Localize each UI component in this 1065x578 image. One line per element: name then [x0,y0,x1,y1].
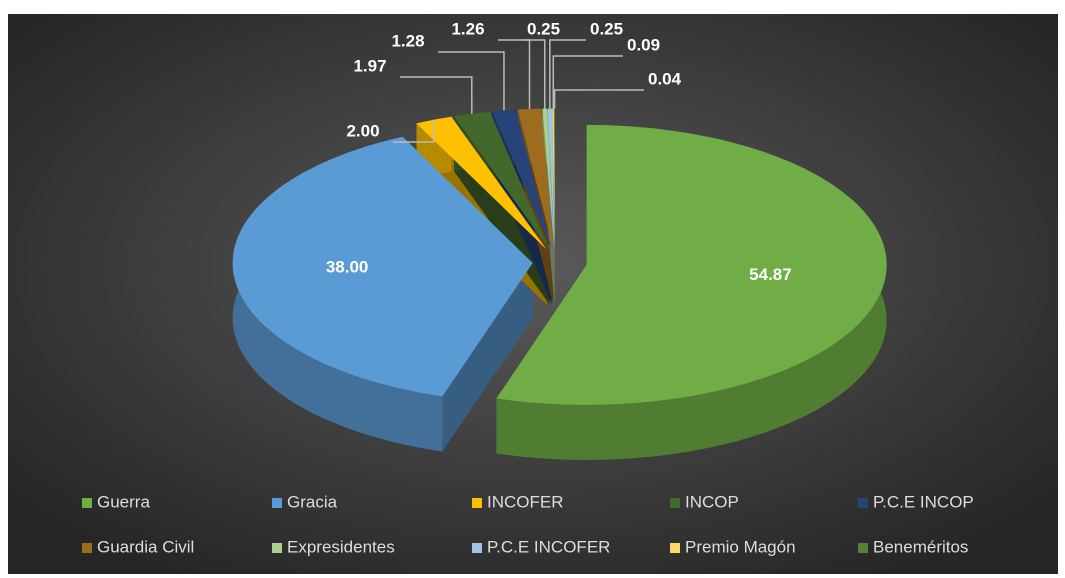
legend-label: INCOFER [487,492,564,511]
data-label: 1.26 [451,19,484,38]
legend: Guerra Gracia INCOFER INCOP P.C.E INCOP Guard… [82,492,974,556]
data-label: 0.09 [627,35,660,54]
slice [454,111,550,249]
legend-label: Guerra [97,492,150,511]
legend-label: Gracia [287,492,338,511]
data-label: 1.28 [391,31,424,50]
data-label: 54.87 [749,265,792,284]
leader-line [552,55,623,109]
slice [554,108,555,249]
leader-line [438,51,505,111]
data-label: 0.25 [527,19,560,38]
slice [496,124,887,405]
slice [492,109,552,249]
leader-line [400,76,473,114]
legend-swatch [858,543,868,553]
legend-swatch [472,543,482,553]
legend-swatch [670,543,680,553]
legend-swatch [82,498,92,508]
legend-swatch [670,498,680,508]
plot-background [8,14,1058,574]
legend-label: P.C.E INCOP [873,492,974,511]
legend-label: Guardia Civil [97,537,194,556]
data-label: 0.04 [648,69,682,88]
slice [542,108,555,249]
legend-label: Beneméritos [873,537,968,556]
legend-label: Expresidentes [287,537,395,556]
slice-side [442,263,533,452]
legend-label: Premio Magón [685,537,796,556]
data-label: 1.97 [353,56,386,75]
slice [232,136,533,397]
leader-line [553,89,644,109]
legend-label: INCOP [685,492,739,511]
legend-swatch [472,498,482,508]
leader-line [549,39,586,109]
data-label: 0.25 [590,19,623,38]
slice [416,116,547,250]
slice [517,108,554,249]
data-label: 38.00 [326,257,369,276]
data-label: 2.00 [346,121,379,140]
slice [552,108,555,249]
leader-line [523,39,546,109]
legend-swatch [272,543,282,553]
slice [547,108,555,249]
legend-swatch [272,498,282,508]
legend-swatch [82,543,92,553]
legend-swatch [858,498,868,508]
leader-line [393,119,435,143]
legend-label: P.C.E INCOFER [487,537,610,556]
pie-tops [232,108,887,405]
